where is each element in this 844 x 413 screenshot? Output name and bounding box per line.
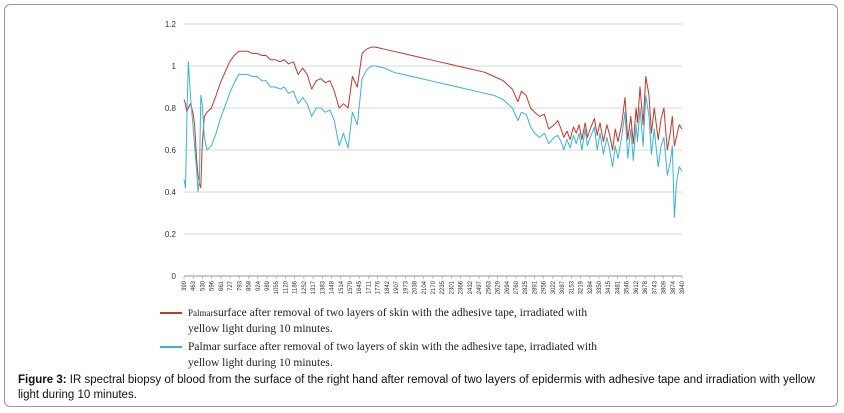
x-tick-label-2891: 2891 <box>532 280 538 294</box>
x-tick-label-1317: 1317 <box>311 280 317 294</box>
x-tick-label-2629: 2629 <box>496 280 502 294</box>
y-axis-ticks: 0 0.2 0.4 0.6 0.8 1 1.2 <box>165 20 177 281</box>
x-tick-label-2038: 2038 <box>413 280 419 294</box>
x-tick-label-1645: 1645 <box>357 280 363 294</box>
legend-label-blue: Palmar surface after removal of two laye… <box>188 341 598 369</box>
x-tick-label-661: 661 <box>219 280 225 291</box>
x-tick-label-727: 727 <box>228 280 234 291</box>
x-tick-label-1252: 1252 <box>302 280 308 294</box>
chart-grid <box>184 23 682 277</box>
x-tick-label-1776: 1776 <box>376 280 382 294</box>
series-line-red <box>183 46 683 189</box>
y-tick-label-0.2: 0.2 <box>165 230 177 239</box>
x-tick-label-858: 858 <box>247 280 253 291</box>
x-tick-label-3743: 3743 <box>652 280 658 294</box>
legend-swatch-blue <box>160 346 182 348</box>
x-tick-label-2825: 2825 <box>523 280 529 294</box>
x-tick-label-924: 924 <box>256 280 262 291</box>
x-tick-label-3219: 3219 <box>579 280 585 294</box>
x-tick-label-3153: 3153 <box>569 280 575 294</box>
x-tick-label-1448: 1448 <box>330 280 336 294</box>
y-tick-label-1.2: 1.2 <box>165 20 177 29</box>
x-tick-label-3415: 3415 <box>606 280 612 294</box>
x-tick-label-463: 463 <box>191 280 197 291</box>
x-tick-label-3612: 3612 <box>634 280 640 294</box>
x-tick-label-2432: 2432 <box>468 280 474 294</box>
y-tick-label-0.6: 0.6 <box>165 146 177 155</box>
x-tick-label-1579: 1579 <box>348 280 354 294</box>
x-tick-label-2235: 2235 <box>440 280 446 294</box>
x-tick-label-989: 989 <box>265 280 271 291</box>
x-tick-label-1186: 1186 <box>293 280 299 294</box>
x-tick-label-596: 596 <box>210 280 216 291</box>
x-tick-label-2760: 2760 <box>514 280 520 294</box>
x-tick-label-2956: 2956 <box>542 280 548 294</box>
caption-label: Figure 3: <box>18 374 67 386</box>
x-tick-label-1842: 1842 <box>385 280 391 294</box>
series-line-blue <box>183 61 683 218</box>
x-tick-label-1120: 1120 <box>283 280 289 294</box>
legend-label-red-prefix: Palmar <box>188 308 214 318</box>
y-tick-label-0: 0 <box>172 272 177 281</box>
x-tick-label-1973: 1973 <box>403 280 409 294</box>
x-tick-label-793: 793 <box>237 280 243 291</box>
x-axis-ticks: 399 463 530 596 661 727 793 858 924 989 1055 1120 11… <box>182 276 686 294</box>
x-tick-label-1055: 1055 <box>274 280 280 294</box>
x-tick-label-3087: 3087 <box>560 280 566 294</box>
x-tick-label-2497: 2497 <box>477 280 483 294</box>
x-tick-label-3481: 3481 <box>615 280 621 294</box>
x-tick-label-2694: 2694 <box>505 280 511 294</box>
x-tick-label-3874: 3874 <box>671 280 677 294</box>
y-tick-label-1: 1 <box>172 62 177 71</box>
x-tick-label-530: 530 <box>200 280 206 291</box>
x-tick-label-1383: 1383 <box>320 280 326 294</box>
y-tick-label-0.8: 0.8 <box>165 104 177 113</box>
legend-label-red: surface after removal of two layers of s… <box>188 307 588 335</box>
x-tick-label-1514: 1514 <box>339 280 345 294</box>
y-tick-label-0.4: 0.4 <box>165 188 177 197</box>
figure-frame <box>4 4 838 407</box>
x-tick-label-3678: 3678 <box>643 280 649 294</box>
x-tick-label-2366: 2366 <box>459 280 465 294</box>
legend-swatch-red <box>160 312 182 314</box>
x-tick-label-3809: 3809 <box>662 280 668 294</box>
chart-series <box>183 46 683 218</box>
x-tick-label-2301: 2301 <box>449 280 455 294</box>
legend-item-red: Palmarsurface after removal of two layer… <box>160 303 630 337</box>
x-tick-label-1711: 1711 <box>366 280 372 294</box>
x-tick-label-3546: 3546 <box>625 280 631 294</box>
x-tick-label-3284: 3284 <box>588 280 594 294</box>
ir-spectrum-chart: 0 0.2 0.4 0.6 0.8 1 1.2 399 463 530 596 661 727 793 8… <box>165 20 686 294</box>
caption-text: IR spectral biopsy of blood from the sur… <box>18 374 816 401</box>
chart-legend: Palmarsurface after removal of two layer… <box>160 303 630 371</box>
legend-item-blue: Palmar surface after removal of two laye… <box>160 337 630 371</box>
x-tick-label-2104: 2104 <box>422 280 428 294</box>
figure-caption: Figure 3: IR spectral biopsy of blood fr… <box>18 373 828 403</box>
x-tick-label-399: 399 <box>182 280 188 291</box>
x-tick-label-3940: 3940 <box>680 280 686 294</box>
x-tick-label-3350: 3350 <box>597 280 603 294</box>
x-tick-label-3022: 3022 <box>551 280 557 294</box>
x-tick-label-1907: 1907 <box>394 280 400 294</box>
x-tick-label-2563: 2563 <box>486 280 492 294</box>
x-tick-label-2170: 2170 <box>431 280 437 294</box>
